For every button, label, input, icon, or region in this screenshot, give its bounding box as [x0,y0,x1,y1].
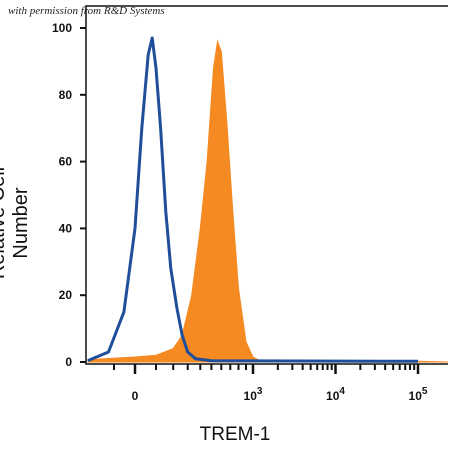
y-tick-label-0: 0 [65,355,72,369]
plot-series [87,36,449,363]
series-2-line [87,36,419,363]
x-axis-title: TREM-1 [199,424,271,445]
y-tick-label-20: 20 [59,288,73,302]
watermark-text: with permission from R&D Systems [8,5,165,17]
y-tick-label-100: 100 [52,21,72,35]
x-tick-label-10000: 104 [326,386,345,403]
y-axis: 0 20 40 60 80 100 [52,21,86,369]
x-axis: 0 103 104 105 [112,364,428,403]
series-1-area [87,39,449,363]
y-tick-label-40: 40 [59,221,73,235]
x-tick-label-100000: 105 [409,386,428,403]
x-tick-label-0: 0 [132,389,139,403]
y-axis-title: Relative Cell Number [0,166,32,280]
plot-frame [85,5,448,365]
y-tick-label-60: 60 [59,155,73,169]
y-tick-label-80: 80 [59,88,73,102]
x-tick-label-1000: 103 [244,386,263,403]
